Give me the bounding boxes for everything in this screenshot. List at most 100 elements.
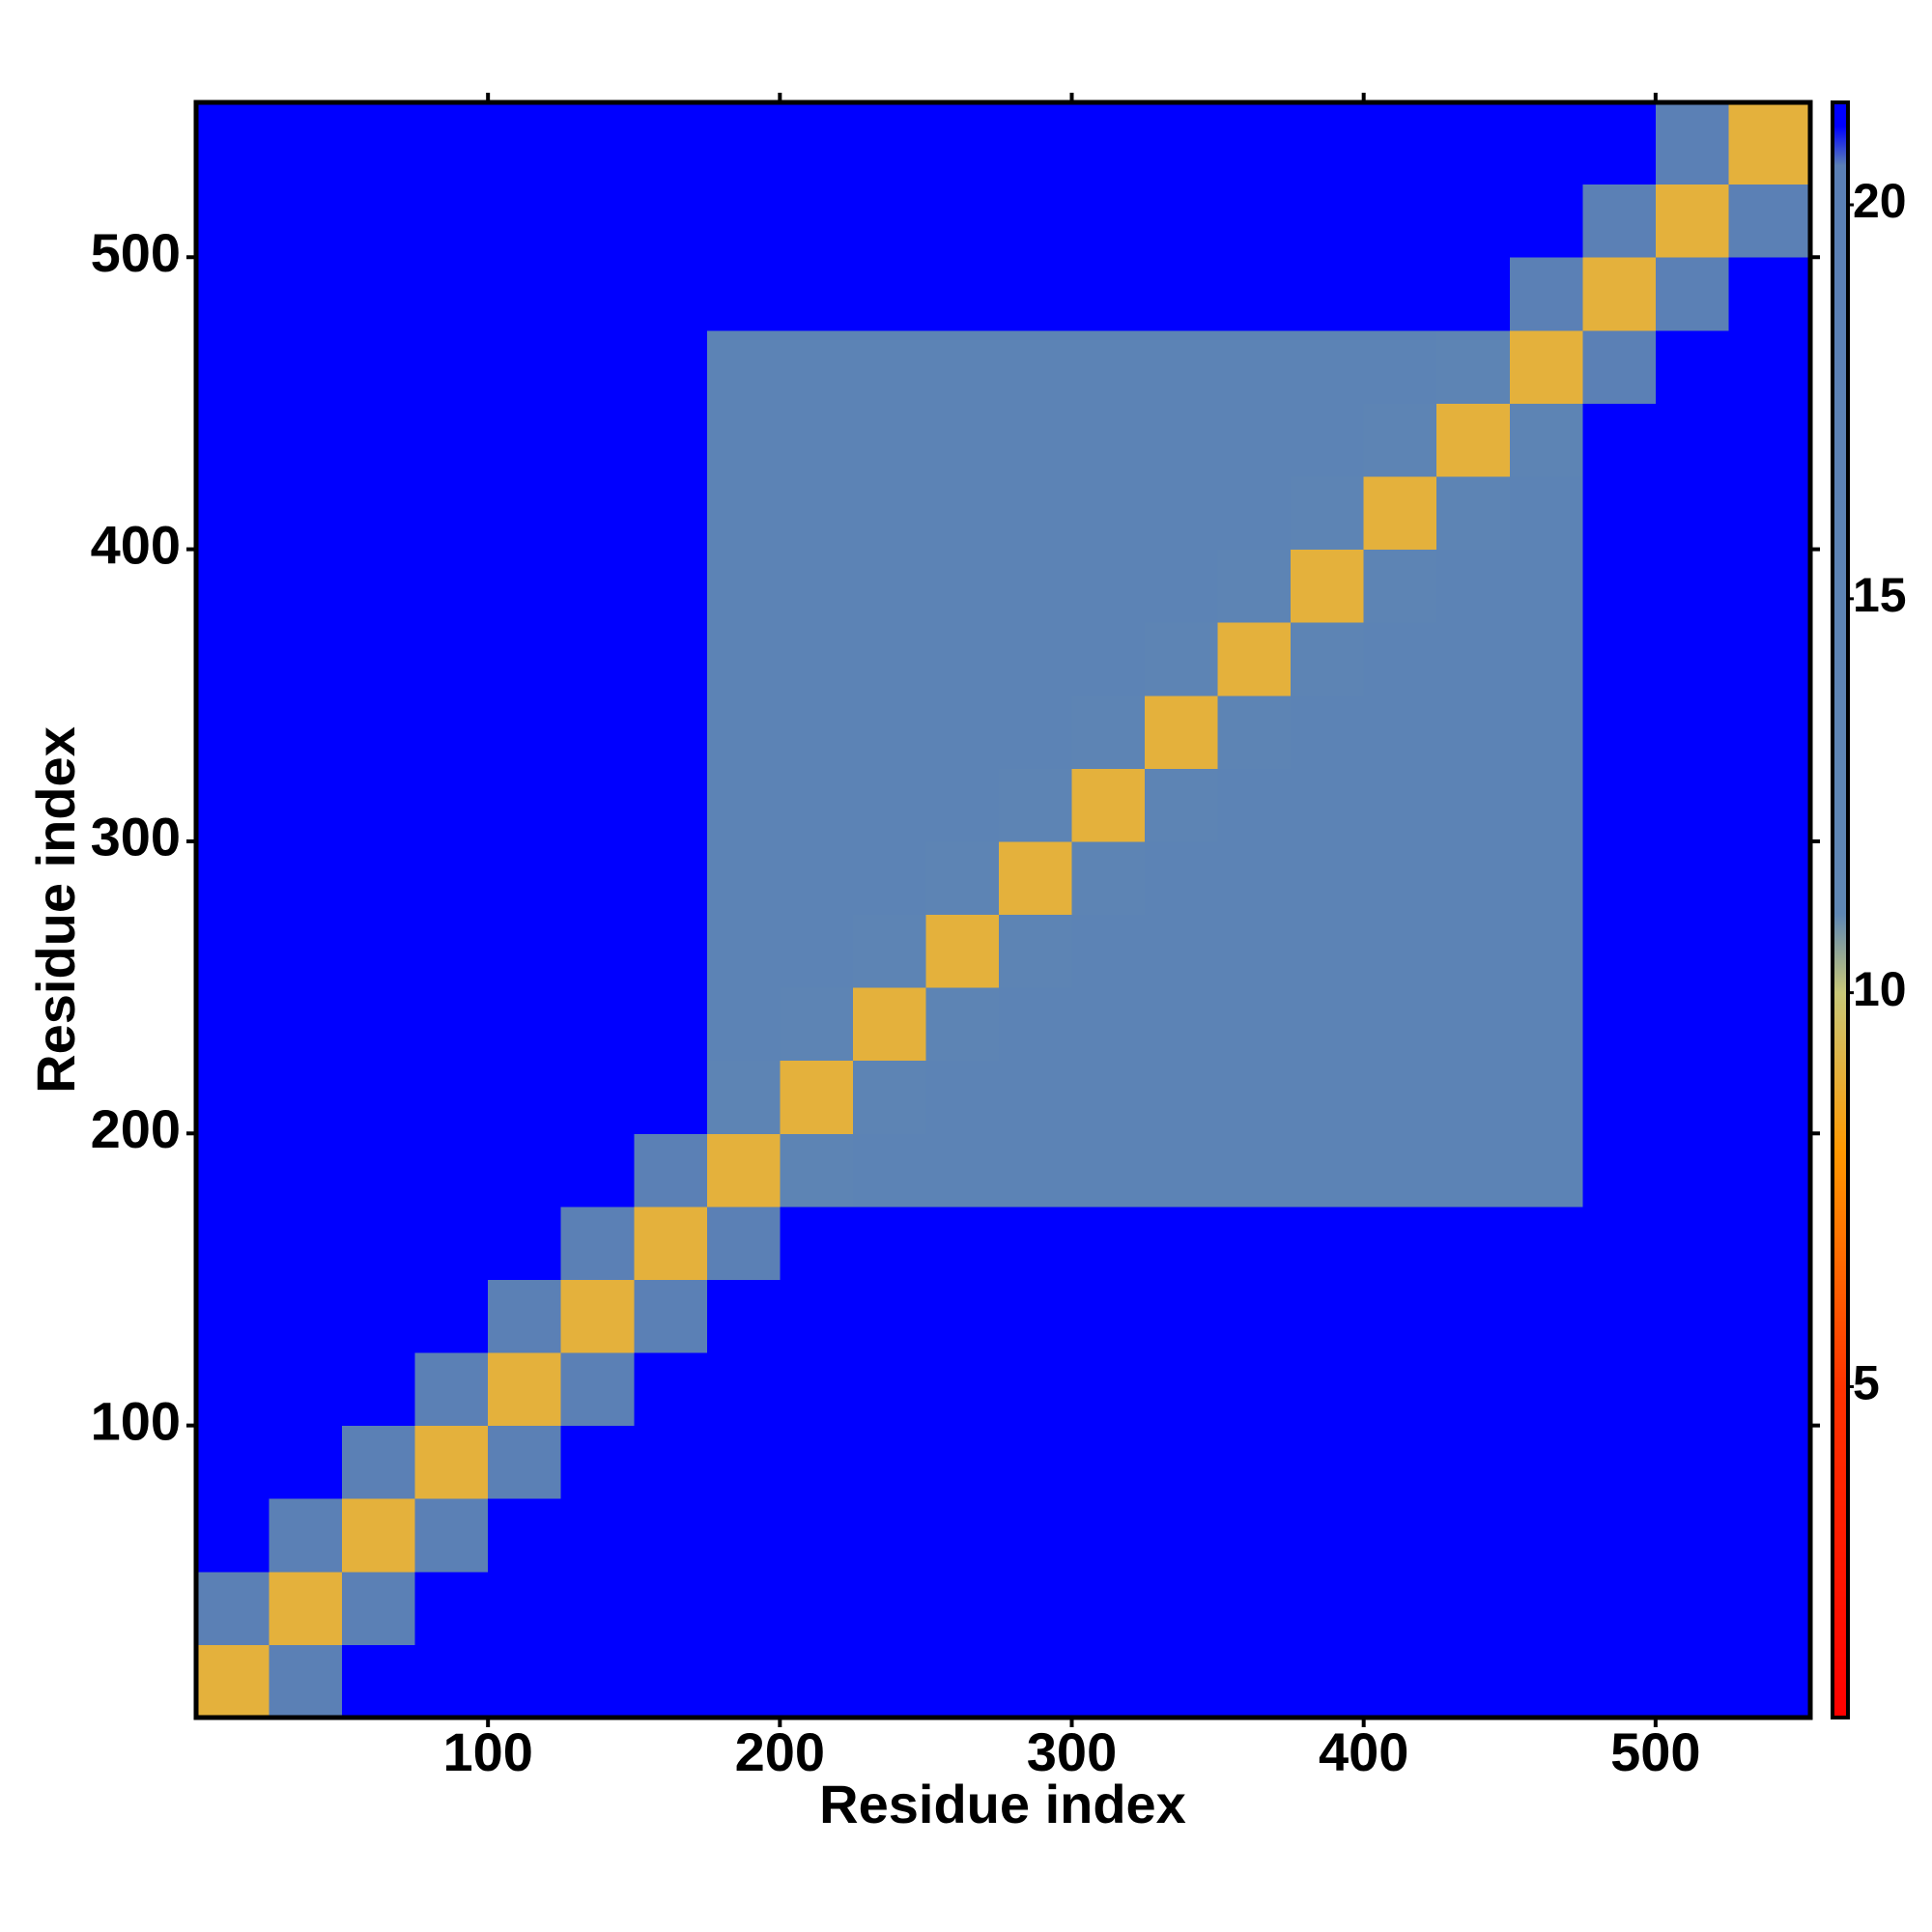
heatmap-cell <box>780 1133 854 1208</box>
heatmap-cell <box>1145 403 1219 477</box>
heatmap-cell <box>634 1133 708 1208</box>
heatmap-cell <box>342 1425 416 1499</box>
heatmap-cell <box>342 1060 416 1134</box>
heatmap-cell <box>414 1060 489 1134</box>
heatmap-cell <box>1436 1279 1511 1353</box>
heatmap-cell <box>998 549 1073 623</box>
heatmap-cell <box>1291 184 1365 258</box>
heatmap-cell <box>1145 1060 1219 1134</box>
heatmap-cell <box>925 695 1000 769</box>
heatmap-cell <box>342 1133 416 1208</box>
heatmap-cell <box>852 695 926 769</box>
heatmap-cell <box>488 1133 562 1208</box>
heatmap-cell <box>852 1279 926 1353</box>
heatmap-cell <box>1363 1425 1437 1499</box>
heatmap-cell <box>706 257 781 331</box>
heatmap-cell <box>342 1206 416 1280</box>
heatmap-cell <box>925 257 1000 331</box>
heatmap-cell <box>269 1498 343 1573</box>
heatmap-cell <box>1582 622 1657 696</box>
heatmap-cell <box>706 403 781 477</box>
heatmap-cell <box>1436 1352 1511 1427</box>
heatmap-cell <box>488 549 562 623</box>
heatmap-cell <box>342 549 416 623</box>
heatmap-cell <box>998 1644 1073 1719</box>
heatmap-cell <box>1145 184 1219 258</box>
heatmap-cell <box>634 622 708 696</box>
heatmap-cell <box>706 184 781 258</box>
heatmap-cell <box>1728 1060 1811 1134</box>
heatmap-cell <box>488 695 562 769</box>
heatmap-cell <box>998 476 1073 551</box>
heatmap-cell <box>1217 403 1292 477</box>
heatmap-cell <box>925 329 1000 404</box>
heatmap-cell <box>706 102 781 185</box>
heatmap-cell <box>852 1644 926 1719</box>
y-tick-label: 200 <box>91 1098 181 1159</box>
heatmap-cell <box>1071 768 1146 842</box>
heatmap-cell <box>488 987 562 1062</box>
heatmap-cell <box>196 622 270 696</box>
heatmap-cell <box>1363 549 1437 623</box>
heatmap-cell <box>925 914 1000 988</box>
heatmap-cell <box>852 184 926 258</box>
heatmap-cell <box>998 329 1073 404</box>
heatmap-cell <box>1291 1425 1365 1499</box>
heatmap-cell <box>488 329 562 404</box>
heatmap-cell <box>998 840 1073 916</box>
heatmap-cell <box>196 914 270 988</box>
heatmap-cell <box>414 184 489 258</box>
heatmap-cell <box>488 1352 562 1427</box>
heatmap-cell <box>998 768 1073 842</box>
heatmap-cell <box>1582 1352 1657 1427</box>
heatmap-cell <box>1728 1206 1811 1280</box>
heatmap-cell <box>560 1498 635 1573</box>
heatmap-cell <box>342 257 416 331</box>
heatmap-cell <box>1217 1279 1292 1353</box>
heatmap-cell <box>196 987 270 1062</box>
heatmap-cell <box>1071 184 1146 258</box>
heatmap <box>196 102 1811 1719</box>
heatmap-cell <box>560 549 635 623</box>
heatmap-cell <box>706 1279 781 1353</box>
heatmap-cell <box>1291 549 1365 623</box>
heatmap-cell <box>1071 329 1146 404</box>
heatmap-cell <box>1582 1571 1657 1645</box>
y-tick-label: 100 <box>91 1390 181 1451</box>
heatmap-cell <box>852 102 926 185</box>
heatmap-cell <box>269 768 343 842</box>
heatmap-cell <box>488 1206 562 1280</box>
heatmap-cell <box>196 1133 270 1208</box>
heatmap-cell <box>925 1425 1000 1499</box>
heatmap-cell <box>1728 549 1811 623</box>
heatmap-cell <box>1582 1498 1657 1573</box>
heatmap-cell <box>269 1571 343 1645</box>
heatmap-cell <box>852 987 926 1062</box>
heatmap-cell <box>1145 1279 1219 1353</box>
heatmap-cell <box>1071 1352 1146 1427</box>
heatmap-cell <box>780 1279 854 1353</box>
heatmap-cell <box>1363 768 1437 842</box>
heatmap-cell <box>852 622 926 696</box>
heatmap-cell <box>634 1498 708 1573</box>
heatmap-cell <box>1145 1498 1219 1573</box>
x-axis-title: Residue index <box>819 1774 1186 1834</box>
heatmap-cell <box>1509 257 1583 331</box>
heatmap-cell <box>196 403 270 477</box>
heatmap-cell <box>925 1352 1000 1427</box>
heatmap-cell <box>488 403 562 477</box>
heatmap-cell <box>706 914 781 988</box>
heatmap-cell <box>342 1571 416 1645</box>
heatmap-cell <box>1217 622 1292 696</box>
heatmap-cell <box>1509 914 1583 988</box>
heatmap-cell <box>1436 257 1511 331</box>
heatmap-cell <box>1145 257 1219 331</box>
heatmap-cell <box>196 184 270 258</box>
heatmap-cell <box>706 1206 781 1280</box>
heatmap-cell <box>1217 1571 1292 1645</box>
heatmap-cell <box>196 1352 270 1427</box>
heatmap-cell <box>488 622 562 696</box>
heatmap-cell <box>1728 987 1811 1062</box>
heatmap-cell <box>1728 257 1811 331</box>
heatmap-cell <box>1071 476 1146 551</box>
